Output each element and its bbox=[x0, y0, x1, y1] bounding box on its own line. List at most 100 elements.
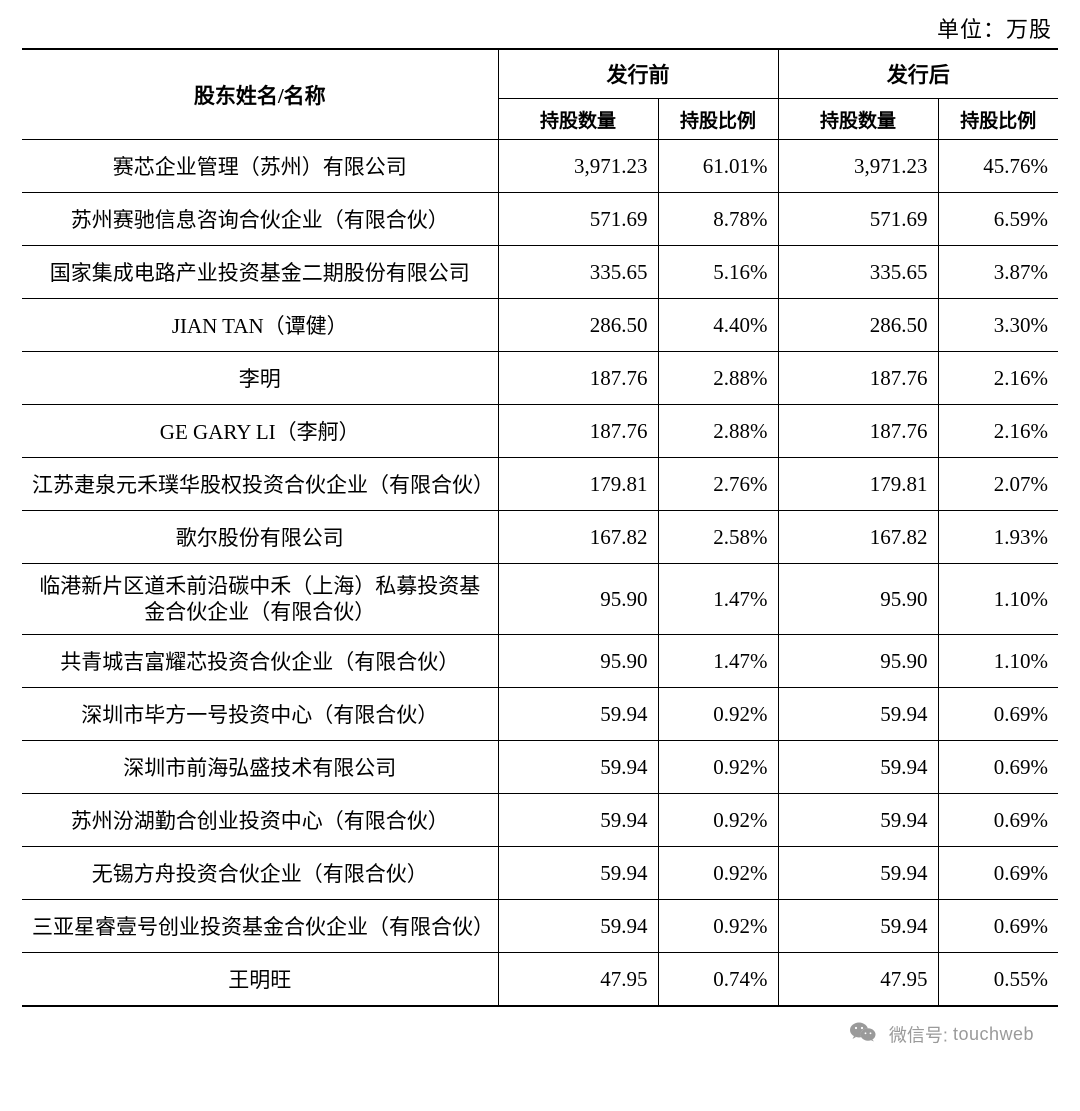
wechat-footer: 微信号: touchweb bbox=[22, 1021, 1058, 1061]
wechat-icon bbox=[850, 1021, 876, 1048]
table-row: 深圳市毕方一号投资中心（有限合伙）59.940.92%59.940.69% bbox=[22, 688, 1058, 741]
cell-before-pct: 2.88% bbox=[658, 352, 778, 405]
cell-after-pct: 3.30% bbox=[938, 299, 1058, 352]
cell-name: 苏州汾湖勤合创业投资中心（有限合伙） bbox=[22, 794, 498, 847]
col-group-before: 发行前 bbox=[498, 49, 778, 99]
table-row: JIAN TAN（谭健）286.504.40%286.503.30% bbox=[22, 299, 1058, 352]
table-body: 赛芯企业管理（苏州）有限公司3,971.2361.01%3,971.2345.7… bbox=[22, 140, 1058, 1007]
col-group-after: 发行后 bbox=[778, 49, 1058, 99]
col-before-qty-header: 持股数量 bbox=[498, 99, 658, 140]
cell-after-pct: 0.69% bbox=[938, 900, 1058, 953]
cell-before-qty: 187.76 bbox=[498, 405, 658, 458]
cell-name: 苏州赛驰信息咨询合伙企业（有限合伙） bbox=[22, 193, 498, 246]
cell-name: 王明旺 bbox=[22, 953, 498, 1007]
cell-after-qty: 59.94 bbox=[778, 900, 938, 953]
cell-after-qty: 286.50 bbox=[778, 299, 938, 352]
col-after-qty-header: 持股数量 bbox=[778, 99, 938, 140]
cell-after-pct: 1.93% bbox=[938, 511, 1058, 564]
table-row: 国家集成电路产业投资基金二期股份有限公司335.655.16%335.653.8… bbox=[22, 246, 1058, 299]
cell-after-qty: 179.81 bbox=[778, 458, 938, 511]
cell-before-pct: 2.88% bbox=[658, 405, 778, 458]
cell-before-qty: 95.90 bbox=[498, 564, 658, 635]
cell-after-pct: 0.69% bbox=[938, 688, 1058, 741]
cell-before-qty: 59.94 bbox=[498, 847, 658, 900]
cell-before-qty: 59.94 bbox=[498, 794, 658, 847]
table-row: 李明187.762.88%187.762.16% bbox=[22, 352, 1058, 405]
cell-before-qty: 571.69 bbox=[498, 193, 658, 246]
cell-before-pct: 0.92% bbox=[658, 847, 778, 900]
table-row: 共青城吉富耀芯投资合伙企业（有限合伙）95.901.47%95.901.10% bbox=[22, 635, 1058, 688]
cell-before-pct: 61.01% bbox=[658, 140, 778, 193]
unit-label: 单位：万股 bbox=[22, 12, 1058, 44]
cell-after-pct: 1.10% bbox=[938, 564, 1058, 635]
cell-before-qty: 187.76 bbox=[498, 352, 658, 405]
cell-after-pct: 2.16% bbox=[938, 405, 1058, 458]
cell-after-qty: 59.94 bbox=[778, 741, 938, 794]
cell-after-pct: 2.07% bbox=[938, 458, 1058, 511]
col-after-pct-header: 持股比例 bbox=[938, 99, 1058, 140]
cell-before-pct: 1.47% bbox=[658, 635, 778, 688]
cell-before-qty: 3,971.23 bbox=[498, 140, 658, 193]
cell-after-pct: 2.16% bbox=[938, 352, 1058, 405]
table-row: GE GARY LI（李舸）187.762.88%187.762.16% bbox=[22, 405, 1058, 458]
cell-after-qty: 3,971.23 bbox=[778, 140, 938, 193]
table-row: 三亚星睿壹号创业投资基金合伙企业（有限合伙）59.940.92%59.940.6… bbox=[22, 900, 1058, 953]
table-head: 股东姓名/名称 发行前 发行后 持股数量 持股比例 持股数量 持股比例 bbox=[22, 49, 1058, 140]
cell-after-qty: 59.94 bbox=[778, 847, 938, 900]
cell-after-pct: 0.69% bbox=[938, 741, 1058, 794]
table-row: 临港新片区道禾前沿碳中禾（上海）私募投资基金合伙企业（有限合伙）95.901.4… bbox=[22, 564, 1058, 635]
cell-after-qty: 59.94 bbox=[778, 688, 938, 741]
cell-name: 赛芯企业管理（苏州）有限公司 bbox=[22, 140, 498, 193]
cell-before-pct: 2.76% bbox=[658, 458, 778, 511]
cell-before-qty: 47.95 bbox=[498, 953, 658, 1007]
cell-after-pct: 0.55% bbox=[938, 953, 1058, 1007]
table-row: 苏州赛驰信息咨询合伙企业（有限合伙）571.698.78%571.696.59% bbox=[22, 193, 1058, 246]
cell-name: GE GARY LI（李舸） bbox=[22, 405, 498, 458]
cell-after-qty: 47.95 bbox=[778, 953, 938, 1007]
cell-before-pct: 0.92% bbox=[658, 900, 778, 953]
cell-name: 李明 bbox=[22, 352, 498, 405]
cell-before-qty: 59.94 bbox=[498, 688, 658, 741]
table-row: 赛芯企业管理（苏州）有限公司3,971.2361.01%3,971.2345.7… bbox=[22, 140, 1058, 193]
cell-before-qty: 335.65 bbox=[498, 246, 658, 299]
wechat-label: 微信号: bbox=[889, 1026, 948, 1046]
cell-after-qty: 95.90 bbox=[778, 564, 938, 635]
cell-before-pct: 2.58% bbox=[658, 511, 778, 564]
cell-before-pct: 8.78% bbox=[658, 193, 778, 246]
cell-after-qty: 187.76 bbox=[778, 405, 938, 458]
shareholder-table: 股东姓名/名称 发行前 发行后 持股数量 持股比例 持股数量 持股比例 赛芯企业… bbox=[22, 48, 1058, 1007]
cell-name: 深圳市前海弘盛技术有限公司 bbox=[22, 741, 498, 794]
cell-name: 无锡方舟投资合伙企业（有限合伙） bbox=[22, 847, 498, 900]
cell-name: 国家集成电路产业投资基金二期股份有限公司 bbox=[22, 246, 498, 299]
cell-before-qty: 286.50 bbox=[498, 299, 658, 352]
cell-before-qty: 95.90 bbox=[498, 635, 658, 688]
cell-before-pct: 0.92% bbox=[658, 794, 778, 847]
cell-name: 临港新片区道禾前沿碳中禾（上海）私募投资基金合伙企业（有限合伙） bbox=[22, 564, 498, 635]
cell-before-pct: 4.40% bbox=[658, 299, 778, 352]
table-row: 深圳市前海弘盛技术有限公司59.940.92%59.940.69% bbox=[22, 741, 1058, 794]
cell-before-qty: 59.94 bbox=[498, 900, 658, 953]
cell-after-pct: 0.69% bbox=[938, 847, 1058, 900]
cell-name: 深圳市毕方一号投资中心（有限合伙） bbox=[22, 688, 498, 741]
cell-after-qty: 59.94 bbox=[778, 794, 938, 847]
cell-name: 共青城吉富耀芯投资合伙企业（有限合伙） bbox=[22, 635, 498, 688]
cell-name: 歌尔股份有限公司 bbox=[22, 511, 498, 564]
cell-after-qty: 167.82 bbox=[778, 511, 938, 564]
cell-after-pct: 1.10% bbox=[938, 635, 1058, 688]
page-root: 单位：万股 股东姓名/名称 发行前 发行后 持股数量 持股比例 持股数量 持股比… bbox=[0, 0, 1080, 1111]
cell-before-qty: 179.81 bbox=[498, 458, 658, 511]
cell-before-pct: 5.16% bbox=[658, 246, 778, 299]
table-row: 王明旺47.950.74%47.950.55% bbox=[22, 953, 1058, 1007]
cell-after-qty: 187.76 bbox=[778, 352, 938, 405]
cell-name: JIAN TAN（谭健） bbox=[22, 299, 498, 352]
table-row: 无锡方舟投资合伙企业（有限合伙）59.940.92%59.940.69% bbox=[22, 847, 1058, 900]
cell-name: 三亚星睿壹号创业投资基金合伙企业（有限合伙） bbox=[22, 900, 498, 953]
cell-after-qty: 335.65 bbox=[778, 246, 938, 299]
table-row: 江苏疌泉元禾璞华股权投资合伙企业（有限合伙）179.812.76%179.812… bbox=[22, 458, 1058, 511]
cell-after-pct: 6.59% bbox=[938, 193, 1058, 246]
cell-before-pct: 1.47% bbox=[658, 564, 778, 635]
table-row: 歌尔股份有限公司167.822.58%167.821.93% bbox=[22, 511, 1058, 564]
col-before-pct-header: 持股比例 bbox=[658, 99, 778, 140]
wechat-id: touchweb bbox=[953, 1024, 1034, 1044]
cell-before-qty: 59.94 bbox=[498, 741, 658, 794]
